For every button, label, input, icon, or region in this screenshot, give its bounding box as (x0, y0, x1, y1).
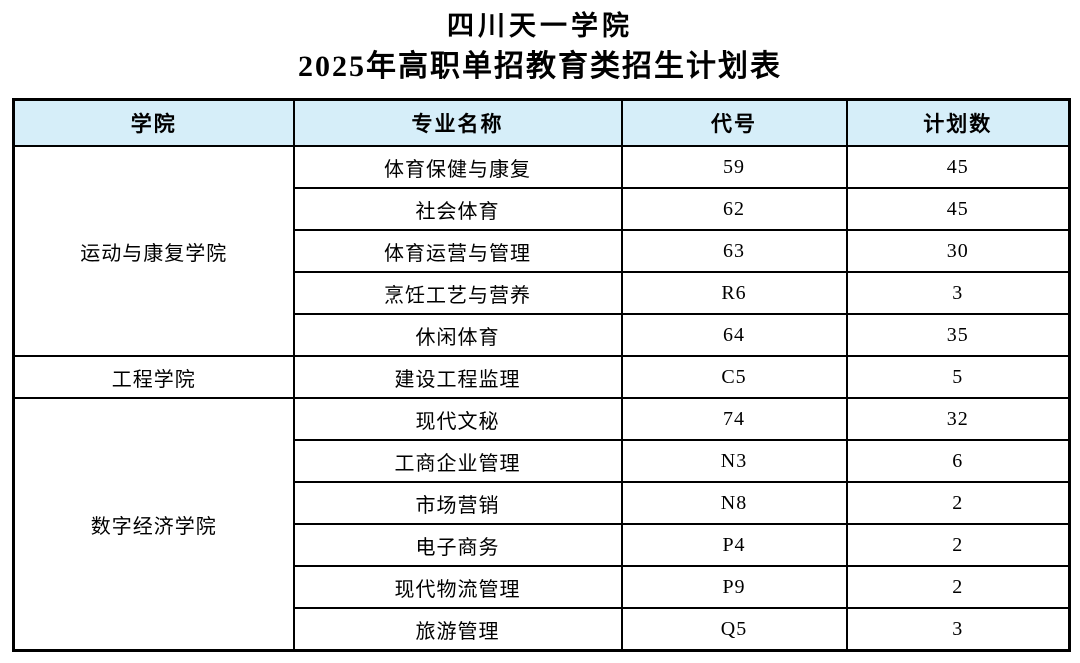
code-cell: 59 (620, 145, 848, 189)
major-name-cell: 烹饪工艺与营养 (292, 271, 623, 315)
table-row: 运动与康复学院 体育保健与康复 59 45 (12, 145, 1071, 357)
code-cell: P4 (620, 523, 848, 567)
table-row: 数字经济学院 现代文秘 74 32 (12, 397, 1071, 652)
code-cell: R6 (620, 271, 848, 315)
table-row: 社会体育 62 45 (14, 187, 1071, 231)
table-row: 休闲体育 64 35 (14, 313, 1071, 357)
major-name-cell: 电子商务 (292, 523, 623, 567)
code-cell: 63 (620, 229, 848, 273)
code-cell: P9 (620, 565, 848, 609)
plan-count-cell: 5 (845, 355, 1071, 399)
code-cell: C5 (620, 355, 848, 399)
major-name-cell: 现代文秘 (292, 397, 623, 441)
major-name-cell: 休闲体育 (292, 313, 623, 357)
plan-count-cell: 30 (845, 229, 1071, 273)
plan-count-cell: 3 (845, 271, 1071, 315)
plan-count-cell: 32 (845, 397, 1071, 441)
table-row: 体育运营与管理 63 30 (14, 229, 1071, 273)
plan-count-cell: 35 (845, 313, 1071, 357)
doc-title-line1: 四川天一学院 (447, 11, 633, 41)
code-cell: 62 (620, 187, 848, 231)
column-header-code: 代号 (620, 98, 848, 147)
plan-count-cell: 2 (845, 481, 1071, 525)
major-name-cell: 现代物流管理 (292, 565, 623, 609)
enrollment-plan-table: 学院 专业名称 代号 计划数 运动与康复学院 体育保健与康复 59 45 社会体育 62 4… (12, 98, 1071, 652)
code-cell: N8 (620, 481, 848, 525)
major-name-cell: 体育保健与康复 (292, 145, 623, 189)
doc-title-line2: 2025年高职单招教育类招生计划表 (298, 50, 782, 83)
college-cell: 数字经济学院 (12, 397, 295, 652)
code-cell: 74 (620, 397, 848, 441)
college-cell: 工程学院 (12, 355, 295, 399)
table-row: 电子商务 P4 2 (14, 523, 1071, 567)
table-row: 烹饪工艺与营养 R6 3 (14, 271, 1071, 315)
table-row: 旅游管理 Q5 3 (14, 607, 1071, 652)
plan-count-cell: 2 (845, 565, 1071, 609)
table-row: 市场营销 N8 2 (14, 481, 1071, 525)
code-cell: 64 (620, 313, 848, 357)
column-header-plan-count: 计划数 (845, 98, 1071, 147)
code-cell: Q5 (620, 607, 848, 652)
plan-count-cell: 3 (845, 607, 1071, 652)
table-body: 运动与康复学院 体育保健与康复 59 45 社会体育 62 45 体育运营与管理 63 30 烹饪工… (12, 145, 1071, 652)
college-cell: 运动与康复学院 (12, 145, 295, 357)
plan-count-cell: 6 (845, 439, 1071, 483)
doc-title: 四川天一学院 2025年高职单招教育类招生计划表 (0, 6, 1080, 88)
table-row: 工商企业管理 N3 6 (14, 439, 1071, 483)
code-cell: N3 (620, 439, 848, 483)
major-name-cell: 旅游管理 (292, 607, 623, 652)
plan-count-cell: 45 (845, 187, 1071, 231)
plan-count-cell: 45 (845, 145, 1071, 189)
major-name-cell: 工商企业管理 (292, 439, 623, 483)
plan-count-cell: 2 (845, 523, 1071, 567)
column-header-major-name: 专业名称 (292, 98, 623, 147)
table-header-row: 学院 专业名称 代号 计划数 (12, 98, 1071, 147)
column-header-college: 学院 (12, 98, 295, 147)
table-row: 现代物流管理 P9 2 (14, 565, 1071, 609)
major-name-cell: 建设工程监理 (292, 355, 623, 399)
major-name-cell: 社会体育 (292, 187, 623, 231)
table-row: 工程学院 建设工程监理 C5 5 (12, 355, 1071, 399)
major-name-cell: 体育运营与管理 (292, 229, 623, 273)
major-name-cell: 市场营销 (292, 481, 623, 525)
